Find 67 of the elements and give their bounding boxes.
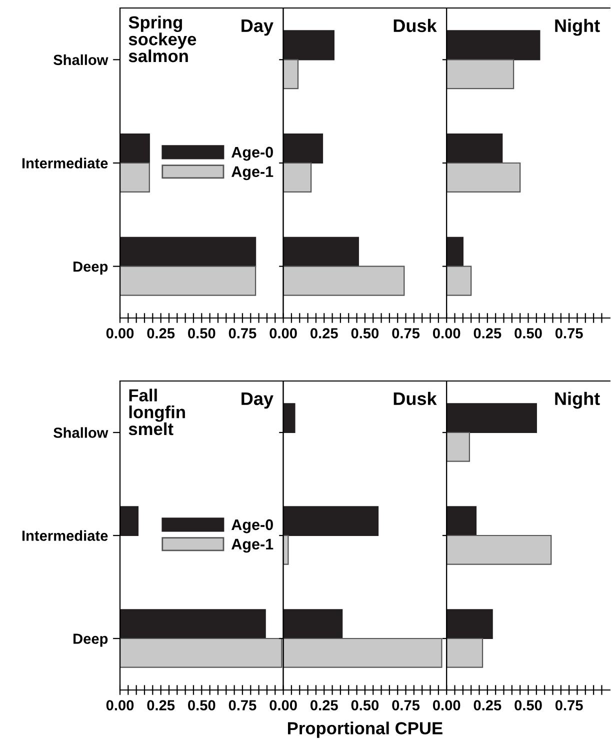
- chart-title: Dusk: [394, 18, 437, 32]
- x-tick-label: 0.00: [270, 700, 297, 710]
- x-tick-label: 0.75: [228, 328, 256, 338]
- bar: [283, 59, 299, 90]
- y-tick-label: Intermediate: [22, 158, 108, 168]
- bar: [446, 162, 521, 192]
- x-tick-label: 0.00: [432, 328, 460, 338]
- x-tick-label: 0.50: [514, 328, 542, 338]
- x-tick-label: 0.50: [351, 328, 379, 338]
- bar: [283, 506, 379, 536]
- legend-label: Age-0: [232, 519, 273, 534]
- bar: [283, 609, 343, 640]
- bar: [446, 236, 464, 267]
- legend-label: Age-0: [232, 146, 273, 161]
- y-tick-label: Shallow: [54, 427, 108, 438]
- y-tick-label: Deep: [74, 634, 108, 647]
- text: Day: [242, 20, 274, 36]
- x-tick-label: 0.50: [351, 700, 379, 710]
- x-tick-label: 0.25: [310, 328, 338, 338]
- x-tick-label: 0.75: [228, 700, 256, 710]
- legend-label: Age-1: [232, 166, 274, 180]
- x-tick-label: 0.00: [432, 700, 460, 710]
- bar: [446, 609, 493, 640]
- bar: [120, 609, 266, 640]
- bar: [446, 30, 540, 60]
- bar: [283, 266, 405, 296]
- bar: [446, 638, 484, 668]
- x-tick-label: 0.75: [555, 328, 583, 338]
- bar: [283, 30, 334, 60]
- x-tick-label: 0.50: [188, 328, 216, 338]
- chart-title: Dusk: [394, 392, 437, 406]
- legend-label: Age-1: [232, 538, 274, 553]
- bar: [446, 432, 470, 462]
- x-tick-label: 0.00: [106, 700, 134, 710]
- x-tick-label: 0.75: [392, 328, 420, 338]
- text: Night: [555, 18, 600, 36]
- bar: [446, 59, 514, 90]
- bar: [446, 534, 552, 565]
- y-tick-label: Intermediate: [22, 530, 108, 541]
- annotation: Spring sockeye salmon: [128, 16, 196, 62]
- bar: [446, 266, 472, 296]
- annotation: Fall longfin smelt: [128, 388, 185, 436]
- bar: [283, 162, 312, 192]
- x-tick-label: 0.25: [147, 700, 175, 710]
- text: Night: [555, 392, 600, 409]
- bar: [283, 403, 296, 434]
- bar: [283, 134, 324, 164]
- x-tick-label: 0.75: [555, 700, 583, 710]
- bar: [446, 403, 537, 434]
- x-tick-label: 0.50: [188, 700, 216, 710]
- bar: [120, 506, 139, 536]
- bar: [283, 236, 359, 267]
- x-tick-label: 0.25: [474, 328, 502, 338]
- x-tick-label: 0.50: [514, 700, 542, 710]
- x-tick-label: 0.25: [310, 700, 338, 710]
- y-tick-label: Deep: [74, 262, 108, 275]
- bar: [283, 534, 289, 565]
- x-tick-label: 0.25: [474, 700, 502, 710]
- x-tick-label: 0.75: [392, 700, 420, 710]
- text: Day: [242, 392, 274, 409]
- x-axis-title: Proportional CPUE: [288, 722, 442, 738]
- x-tick-label: 0.00: [270, 328, 297, 338]
- x-tick-label: 0.25: [147, 328, 175, 338]
- bar: [446, 134, 503, 164]
- x-tick-label: 0.00: [106, 328, 134, 338]
- y-tick-label: Shallow: [54, 54, 108, 66]
- bar: [446, 506, 477, 536]
